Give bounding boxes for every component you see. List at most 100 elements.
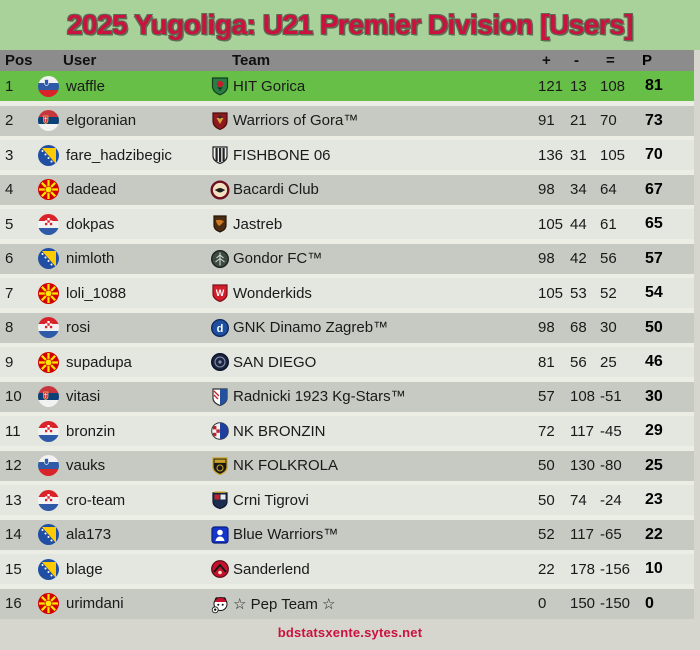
column-header-user: User (63, 52, 97, 69)
team-name: Crni Tigrovi (233, 491, 309, 509)
points-value: 30 (645, 387, 663, 405)
table-row: 1 waffle HIT Gorica 121 13 108 81 (0, 71, 694, 101)
username: ala173 (66, 526, 112, 543)
username: bronzin (66, 422, 116, 440)
goals-against: 13 (570, 77, 587, 95)
title-bar: 2025 Yugoliga: U21 Premier Division [Use… (0, 0, 700, 50)
goals-against: 31 (570, 146, 587, 164)
user-cell: fare_hadzibegic (38, 144, 210, 166)
logo-crni-tigrovi-icon (210, 490, 230, 510)
goal-diff: 61 (600, 215, 617, 233)
username: vauks (66, 457, 106, 474)
points-value: 0 (645, 594, 654, 612)
table-row: 6 nimloth Gondor FC™ 98 42 56 57 (0, 243, 694, 274)
goals-against: 42 (570, 250, 587, 267)
goals-for: 72 (538, 422, 555, 440)
points-value: 54 (645, 284, 663, 301)
team-name: Bacardi Club (233, 181, 319, 198)
user-cell: supadupa (38, 351, 210, 373)
logo-san-diego-icon (210, 352, 230, 372)
table-row: 10 vitasi Radnicki 1923 Kg-Stars™ 57 108… (0, 381, 694, 412)
username: cro-team (66, 491, 126, 509)
user-cell: elgoranian (38, 110, 210, 131)
team-cell: NK FOLKROLA (210, 456, 536, 476)
position-value: 3 (5, 146, 14, 164)
position-value: 5 (5, 215, 14, 233)
team-name: Sanderlend (233, 560, 310, 578)
position-value: 15 (5, 560, 22, 578)
column-header-minus: - (574, 52, 579, 69)
goals-for: 98 (538, 250, 555, 267)
goals-for: 52 (538, 526, 555, 543)
table-row: 5 dokpas Jastreb 105 44 61 65 (0, 209, 694, 239)
flag-slovenia-icon (38, 75, 59, 97)
team-name: Gondor FC™ (233, 250, 323, 267)
logo-warriors-gora-icon (210, 111, 230, 131)
team-name: NK BRONZIN (233, 422, 326, 440)
goals-against: 56 (570, 353, 587, 371)
user-cell: ala173 (38, 524, 210, 545)
username: rosi (66, 319, 91, 336)
goals-for: 50 (538, 457, 555, 474)
team-cell: FISHBONE 06 (210, 145, 536, 165)
team-name: GNK Dinamo Zagreb™ (233, 319, 389, 336)
user-cell: rosi (38, 317, 210, 338)
goal-diff: -150 (600, 595, 631, 612)
flag-macedonia-icon (38, 282, 59, 304)
logo-hit-gorica-icon (210, 76, 230, 96)
goal-diff: -51 (600, 388, 622, 405)
username: waffle (66, 77, 105, 95)
team-name: Jastreb (233, 215, 283, 233)
logo-bronzin-icon (210, 421, 230, 441)
logo-sanderlend-icon (210, 559, 230, 579)
goals-for: 91 (538, 112, 555, 129)
goals-against: 117 (570, 526, 594, 543)
page-title: 2025 Yugoliga: U21 Premier Division [Use… (66, 9, 634, 40)
flag-macedonia-icon (38, 593, 59, 614)
team-cell: Crni Tigrovi (210, 490, 536, 510)
table-row: 4 dadead Bacardi Club 98 34 64 67 (0, 174, 694, 205)
goals-against: 178 (570, 560, 596, 578)
flag-bosnia-icon (38, 248, 59, 269)
goals-for: 121 (538, 77, 564, 95)
goal-diff: 105 (600, 146, 626, 164)
username: loli_1088 (66, 284, 127, 302)
column-header-equals: = (606, 52, 615, 69)
team-name: SAN DIEGO (233, 353, 317, 371)
user-cell: dadead (38, 179, 210, 200)
user-cell: dokpas (38, 213, 210, 235)
user-cell: urimdani (38, 593, 210, 614)
user-cell: waffle (38, 75, 210, 97)
team-name: HIT Gorica (233, 77, 306, 95)
table-row: 3 fare_hadzibegic FISHBONE 06 136 31 105… (0, 140, 694, 170)
site-url-text: bdstatsxente.sytes.net (277, 624, 423, 640)
position-value: 6 (5, 250, 14, 267)
table-row: 7 loli_1088 W Wonderkids 105 53 52 54 (0, 278, 694, 308)
team-name: Blue Warriors™ (233, 526, 339, 543)
user-cell: cro-team (38, 489, 210, 511)
goals-for: 0 (538, 595, 547, 612)
column-header-team: Team (232, 52, 271, 69)
flag-slovenia-icon (38, 455, 59, 476)
points-value: 57 (645, 249, 663, 267)
team-cell: NK BRONZIN (210, 421, 536, 441)
goals-for: 98 (538, 181, 555, 198)
logo-dinamo-icon: d (210, 318, 230, 338)
username: fare_hadzibegic (66, 146, 172, 164)
goal-diff: -156 (600, 560, 631, 578)
table-row: 11 bronzin NK BRONZIN 72 117 -45 29 (0, 416, 694, 446)
team-name: ☆ Pep Team ☆ (233, 595, 336, 613)
team-cell: Jastreb (210, 214, 536, 234)
goals-for: 136 (538, 146, 564, 164)
position-value: 11 (5, 422, 21, 440)
goals-for: 50 (538, 491, 555, 509)
logo-blue-warriors-icon (210, 525, 230, 545)
goals-for: 22 (538, 560, 555, 578)
flag-croatia-icon (38, 317, 59, 338)
points-value: 70 (645, 146, 663, 163)
flag-bosnia-icon (38, 144, 59, 166)
goals-against: 130 (570, 457, 596, 474)
goals-for: 98 (538, 319, 555, 336)
points-value: 81 (645, 77, 663, 94)
table-header-row: Pos User Team + - = P (0, 50, 694, 71)
